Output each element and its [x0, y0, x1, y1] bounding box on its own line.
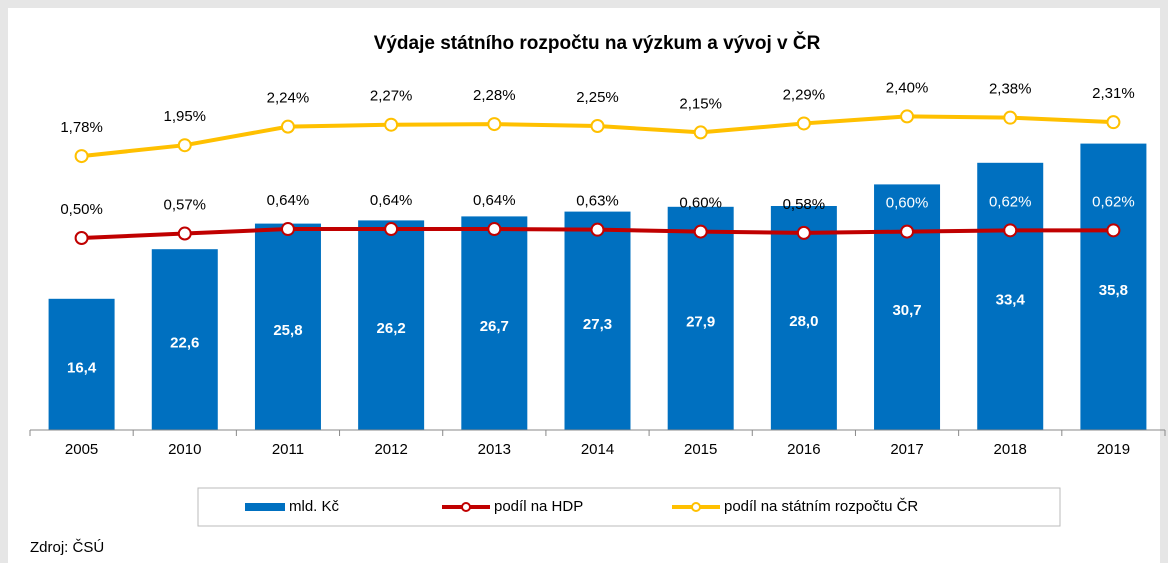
bar-label: 30,7	[892, 302, 921, 319]
marker	[177, 138, 192, 153]
marker	[796, 116, 811, 131]
line-label: 0,64%	[370, 192, 413, 209]
bar	[461, 216, 528, 430]
marker	[487, 117, 502, 132]
bar-label: 22,6	[170, 335, 199, 352]
x-tick-label: 2018	[994, 441, 1027, 458]
line-label: 0,60%	[679, 195, 722, 212]
line-label: 2,28%	[473, 87, 516, 104]
bar	[977, 162, 1044, 431]
line-label: 0,60%	[886, 195, 929, 212]
marker	[74, 149, 89, 164]
line-label: 2,38%	[989, 81, 1032, 98]
marker	[590, 119, 605, 133]
x-tick-label: 2015	[684, 441, 717, 458]
line-label: 1,95%	[163, 108, 206, 125]
line-label: 2,24%	[267, 90, 310, 107]
bar-label: 26,7	[480, 318, 509, 335]
legend-marker	[461, 502, 471, 512]
x-tick-label: 2014	[581, 441, 614, 458]
marker	[384, 222, 399, 237]
legend-label: podíl na státním rozpočtu ČR	[724, 498, 918, 515]
line-label: 2,40%	[886, 79, 929, 96]
legend-swatch	[245, 503, 285, 511]
legend	[197, 487, 1061, 527]
x-tick-label: 2016	[787, 441, 820, 458]
marker	[74, 231, 89, 245]
bar	[770, 206, 837, 430]
bar-label: 27,9	[686, 313, 715, 330]
line-label: 2,27%	[370, 88, 413, 105]
line-label: 0,50%	[60, 201, 103, 218]
bar-label: 27,3	[583, 316, 612, 333]
line-label: 0,62%	[1092, 193, 1135, 210]
line-label: 0,63%	[576, 193, 619, 210]
line-label: 0,64%	[267, 192, 310, 209]
marker	[1106, 223, 1121, 238]
marker	[280, 222, 295, 237]
x-tick-label: 2011	[272, 441, 304, 458]
x-tick-label: 2012	[374, 441, 407, 458]
bar-label: 26,2	[377, 320, 406, 337]
marker	[590, 222, 605, 237]
line-label: 2,29%	[783, 86, 826, 103]
x-tick-label: 2013	[478, 441, 511, 458]
bar-label: 28,0	[789, 313, 818, 330]
marker	[900, 224, 915, 239]
marker	[693, 125, 708, 140]
bar-label: 33,4	[996, 291, 1026, 308]
marker	[1003, 223, 1018, 238]
source: Zdroj: ČSÚ	[30, 539, 104, 556]
marker	[384, 117, 399, 132]
marker	[900, 109, 915, 124]
x-tick-label: 2005	[65, 441, 98, 458]
marker	[693, 224, 708, 239]
bar	[358, 220, 425, 430]
line-label: 2,15%	[679, 95, 722, 112]
marker	[1003, 110, 1018, 125]
x-tick-label: 2010	[168, 441, 201, 458]
bar-label: 35,8	[1099, 282, 1128, 299]
line-label: 0,57%	[163, 196, 206, 213]
x-tick-label: 2017	[890, 441, 923, 458]
line-label: 0,62%	[989, 193, 1032, 210]
marker	[177, 226, 192, 241]
line-label: 2,31%	[1092, 85, 1135, 102]
line-label: 0,58%	[783, 196, 826, 213]
marker	[280, 119, 295, 134]
bar-label: 25,8	[273, 322, 302, 339]
marker	[796, 225, 811, 240]
marker	[1106, 115, 1121, 130]
marker	[487, 222, 502, 237]
legend-label: mld. Kč	[289, 498, 340, 515]
legend-label: podíl na HDP	[494, 498, 583, 515]
bar	[254, 223, 321, 430]
bar-label: 16,4	[67, 359, 97, 376]
x-tick-label: 2019	[1097, 441, 1130, 458]
bar	[667, 206, 734, 430]
bar	[151, 249, 218, 430]
chart-title: Výdaje státního rozpočtu na výzkum a výv…	[374, 32, 821, 54]
bar	[564, 211, 631, 430]
legend-marker	[691, 502, 701, 512]
bar	[48, 298, 115, 430]
bar	[1080, 143, 1147, 430]
line-label: 1,78%	[60, 119, 103, 136]
line-label: 0,64%	[473, 192, 516, 209]
line-label: 2,25%	[576, 89, 619, 106]
